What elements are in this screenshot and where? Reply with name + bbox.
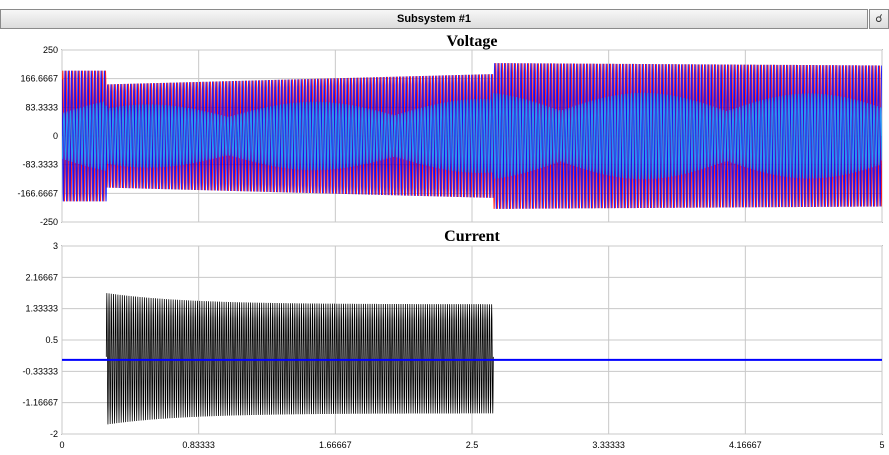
- x-tick-label-1-2: 1.66667: [319, 440, 352, 450]
- x-tick-label-1-6: 5: [879, 440, 884, 450]
- plot-title-1: Current: [444, 228, 500, 245]
- y-tick-label-0-1: 166.6667: [20, 74, 58, 84]
- y-tick-label-1-3: 0.5: [45, 335, 58, 345]
- y-tick-label-0-4: -83.3333: [22, 160, 58, 170]
- x-tick-label-1-3: 2.5: [466, 440, 479, 450]
- window-title-bar: Subsystem #1: [0, 9, 868, 29]
- y-tick-label-1-5: -1.16667: [22, 398, 58, 408]
- x-tick-label-1-1: 0.83333: [182, 440, 215, 450]
- x-tick-label-1-0: 0: [59, 440, 64, 450]
- y-tick-label-1-4: -0.33333: [22, 366, 58, 376]
- y-tick-label-0-2: 83.3333: [25, 102, 58, 112]
- pin-icon: ☌: [875, 13, 883, 25]
- x-tick-label-1-5: 4.16667: [729, 440, 762, 450]
- y-tick-label-1-2: 1.33333: [25, 304, 58, 314]
- voltage-series-1: [62, 63, 882, 209]
- voltage-series-2: [62, 92, 882, 180]
- y-tick-label-1-0: 3: [53, 241, 58, 251]
- y-tick-label-1-1: 2.16667: [25, 272, 58, 282]
- y-tick-label-0-5: -166.6667: [17, 188, 58, 198]
- y-tick-label-0-0: 250: [43, 45, 58, 55]
- window-title: Subsystem #1: [397, 13, 471, 25]
- current-plot: Current 3 2.16667 1.33333 0.5 -0.33333 -1.1666…: [22, 228, 884, 450]
- plot-title-0: Voltage: [447, 33, 498, 50]
- y-tick-label-0-3: 0: [53, 131, 58, 141]
- current-oscillation: [105, 293, 494, 425]
- voltage-plot: Voltage 250 166.6667 83.3333 0 -83.3333 -166.6…: [17, 33, 883, 227]
- y-tick-label-0-6: -250: [40, 217, 58, 227]
- y-tick-label-1-6: -2: [50, 429, 58, 439]
- x-tick-label-1-4: 3.33333: [592, 440, 625, 450]
